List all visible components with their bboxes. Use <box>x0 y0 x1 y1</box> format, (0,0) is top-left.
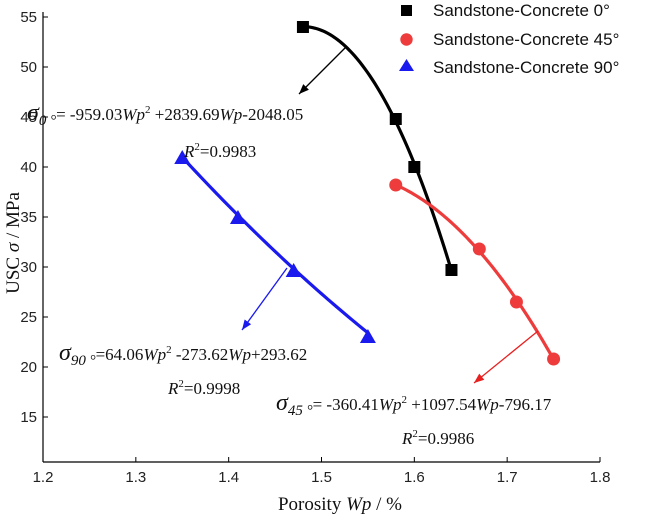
data-point-square <box>445 264 458 276</box>
r2-90deg-value: =0.9998 <box>184 379 240 398</box>
r2-90deg-label: R <box>167 379 179 398</box>
equation-0deg-subscript: 0 ° <box>39 113 56 129</box>
equation-90deg-subscript: 90 ° <box>71 353 96 369</box>
legend-marker-square <box>401 5 412 16</box>
equation-90deg-power: 2 <box>166 344 172 356</box>
equation-90deg-suffix: +293.62 <box>251 345 307 364</box>
legend-label-90deg: Sandstone-Concrete 90° <box>433 58 619 77</box>
r2-45deg: R2=0.9986 <box>401 428 474 448</box>
data-point-circle <box>389 178 403 192</box>
r2-0deg: R2=0.9983 <box>183 141 256 161</box>
data-point-circle <box>509 295 523 309</box>
equation-90deg-symbol: σ <box>59 340 72 366</box>
x-tick-label: 1.7 <box>497 469 518 486</box>
data-point-triangle <box>359 329 376 343</box>
y-tick-label: 55 <box>20 9 37 26</box>
y-tick-label: 15 <box>20 409 37 426</box>
x-axis-title-var: Wp <box>346 494 371 515</box>
equation-0deg-prefix: = -959.03 <box>56 105 122 124</box>
equation-45deg: σ45 °= -360.41Wp2 +1097.54Wp-796.17 <box>276 390 552 419</box>
equation-0deg-var1: Wp <box>122 105 145 124</box>
equation-0deg: σ0 °= -959.03Wp2 +2839.69Wp-2048.05 <box>27 100 303 129</box>
r2-45deg-value: =0.9986 <box>418 429 474 448</box>
r2-45deg-power: 2 <box>412 428 418 440</box>
arrow-45deg-shaft <box>473 330 539 384</box>
equation-45deg-suffix: -796.17 <box>499 395 552 414</box>
legend-label-0deg: Sandstone-Concrete 0° <box>433 1 610 20</box>
r2-90deg-power: 2 <box>178 378 184 390</box>
x-tick-label: 1.5 <box>311 469 332 486</box>
y-tick-label: 50 <box>20 59 37 76</box>
x-axis-title-unit: / % <box>371 494 402 515</box>
legend-marker-triangle <box>399 59 414 71</box>
y-tick-label: 30 <box>20 259 37 276</box>
equation-90deg-var2: Wp <box>228 345 251 364</box>
axis-ticks: 1.2 1.3 1.4 1.5 1.6 1.7 1.8 15 20 25 30 35 40 45 50 55 <box>20 9 610 486</box>
x-tick-label: 1.8 <box>590 469 611 486</box>
annotation-arrows <box>241 45 539 384</box>
y-axis-title-var: σ <box>3 242 24 252</box>
r2-90deg: R2=0.9998 <box>167 378 240 398</box>
y-tick-label: 20 <box>20 359 37 376</box>
equation-0deg-mid: +2839.69 <box>151 105 220 124</box>
x-tick-label: 1.2 <box>33 469 54 486</box>
equation-45deg-symbol: σ <box>276 390 289 416</box>
equation-90deg: σ90 °=64.06Wp2 -273.62Wp+293.62 <box>59 340 307 369</box>
legend: Sandstone-Concrete 0° Sandstone-Concrete… <box>399 1 619 77</box>
y-axis-title: USC σ / MPa <box>3 192 24 294</box>
y-axis-title-unit: / MPa <box>3 192 24 243</box>
equation-90deg-prefix: =64.06 <box>96 345 144 364</box>
r2-0deg-power: 2 <box>194 141 200 153</box>
arrow-45deg-head <box>474 373 485 383</box>
y-tick-label: 45 <box>20 109 37 126</box>
r2-45deg-label: R <box>401 429 413 448</box>
x-tick-label: 1.6 <box>404 469 425 486</box>
data-point-triangle <box>229 210 246 224</box>
arrow-0deg-head <box>299 84 309 94</box>
equation-0deg-var2: Wp <box>220 105 243 124</box>
legend-label-45deg: Sandstone-Concrete 45° <box>433 30 619 49</box>
r2-0deg-label: R <box>183 142 195 161</box>
y-tick-label: 25 <box>20 309 37 326</box>
x-tick-label: 1.3 <box>125 469 146 486</box>
data-points <box>174 21 561 366</box>
equation-90deg-mid: -273.62 <box>172 345 229 364</box>
equation-45deg-var1: Wp <box>379 395 402 414</box>
arrow-90deg-head <box>242 319 252 330</box>
fit-curve-series-0 <box>302 25 453 272</box>
x-axis-title-text: Porosity <box>278 494 346 515</box>
legend-marker-circle <box>400 33 413 46</box>
equation-0deg-suffix: -2048.05 <box>242 105 303 124</box>
equation-0deg-symbol: σ <box>27 100 40 126</box>
equation-45deg-prefix: = -360.41 <box>313 395 379 414</box>
equation-45deg-var2: Wp <box>476 395 499 414</box>
equation-0deg-power: 2 <box>145 104 151 116</box>
equation-45deg-power: 2 <box>402 394 408 406</box>
equation-45deg-mid: +1097.54 <box>407 395 477 414</box>
data-point-circle <box>547 352 561 366</box>
data-point-square <box>296 21 309 33</box>
data-point-square <box>408 161 421 173</box>
arrow-0deg-shaft <box>298 45 348 95</box>
fit-curve-series-1 <box>395 183 555 361</box>
y-axis-title-text: USC <box>3 252 24 294</box>
equation-45deg-subscript: 45 ° <box>288 403 313 419</box>
arrow-90deg-shaft <box>241 267 288 331</box>
x-tick-label: 1.4 <box>218 469 239 486</box>
equation-90deg-var1: Wp <box>143 345 166 364</box>
data-point-triangle <box>285 263 302 277</box>
y-tick-label: 35 <box>20 209 37 226</box>
y-tick-label: 40 <box>20 159 37 176</box>
fit-curve-series-2 <box>181 156 369 335</box>
data-point-square <box>389 113 402 125</box>
r2-0deg-value: =0.9983 <box>200 142 256 161</box>
x-axis-title: Porosity Wp / % <box>278 494 402 515</box>
data-point-triangle <box>174 150 191 164</box>
data-point-circle <box>472 242 486 256</box>
